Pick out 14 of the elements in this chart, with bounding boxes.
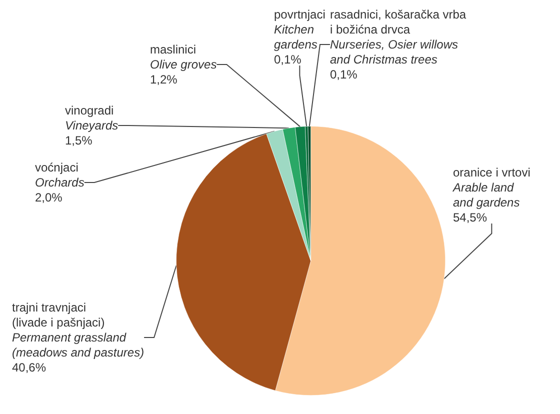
- data-label: 1,5%: [65, 134, 93, 148]
- data-label: 0,1%: [274, 52, 302, 66]
- data-label: 0,1%: [330, 68, 358, 82]
- slice-label: voćnjaci Orchards: [35, 160, 84, 190]
- data-label: 40,6%: [12, 360, 46, 374]
- data-label: 1,2%: [150, 72, 178, 86]
- slice-label: trajni travnjaci (livade i pašnjaci) Permanent grassland (meadows and pastures): [12, 300, 144, 360]
- slice-label: rasadnici, košaračka vrba i božićna drvca Nurseries, Osier willows and Christmas trees: [330, 8, 466, 66]
- slice-label: oranice i vrtovi Arable land and gardens: [452, 166, 530, 210]
- slice-label: maslinici Olive groves: [150, 42, 217, 72]
- data-label: 2,0%: [35, 190, 63, 204]
- slice-label: vinogradi Vineyards: [65, 104, 118, 132]
- slice-label: povrtnjaci Kitchen gardens: [274, 8, 326, 52]
- data-label: 54,5%: [453, 210, 488, 224]
